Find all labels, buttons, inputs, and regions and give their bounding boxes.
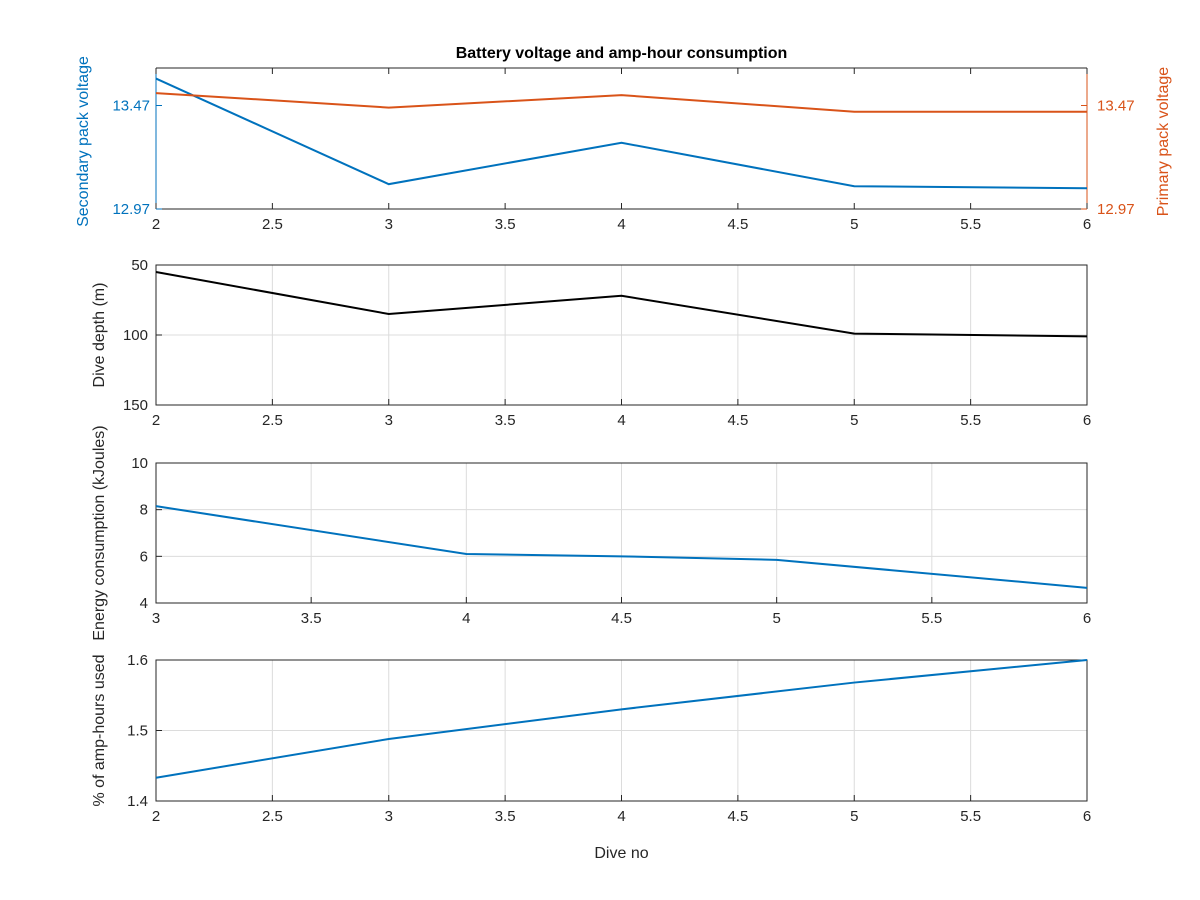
- subplot-2: 2 2.5 3 3.5 4 4.5 5 5.5 6 50 100 150 Dive depth (m): [91, 257, 1091, 429]
- x-tick-label: 3.5: [495, 412, 516, 429]
- x-tick-label: 5: [850, 808, 858, 825]
- subplot-3: 3 3.5 4 4.5 5 5.5 6 4 6 8 10 Energy consumption (kJ…: [91, 425, 1091, 640]
- y-axis-label: % of amp-hours used: [91, 654, 108, 806]
- x-tick-label: 4: [462, 610, 470, 627]
- y-tick-label: 1.5: [127, 723, 148, 740]
- x-tick-label: 3: [385, 216, 393, 233]
- x-tick-label: 5: [772, 610, 780, 627]
- x-tick-label: 6: [1083, 412, 1091, 429]
- left-y-tick-label: 12.97: [112, 201, 150, 218]
- chart-title: Battery voltage and amp-hour consumption: [456, 45, 788, 62]
- right-y-tick-label: 13.47: [1097, 97, 1135, 114]
- x-tick-label: 5.5: [960, 216, 981, 233]
- y-tick-label: 100: [123, 327, 148, 344]
- x-tick-label: 4.5: [611, 610, 632, 627]
- x-tick-label: 4.5: [727, 808, 748, 825]
- y-tick-label: 50: [131, 257, 148, 274]
- x-tick-label: 2.5: [262, 808, 283, 825]
- x-tick-label: 3: [152, 610, 160, 627]
- x-tick-label: 3: [385, 808, 393, 825]
- x-tick-label: 3.5: [301, 610, 322, 627]
- y-tick-label: 150: [123, 397, 148, 414]
- x-tick-label: 4.5: [727, 412, 748, 429]
- x-tick-label: 4.5: [727, 216, 748, 233]
- x-tick-label: 4: [617, 216, 625, 233]
- y-tick-label: 1.4: [127, 793, 148, 810]
- y-tick-label: 6: [140, 548, 148, 565]
- x-tick-label: 3.5: [495, 216, 516, 233]
- x-tick-label: 5.5: [960, 412, 981, 429]
- x-tick-label: 2.5: [262, 412, 283, 429]
- x-tick-label: 4: [617, 412, 625, 429]
- x-tick-label: 2: [152, 808, 160, 825]
- y-tick-label: 8: [140, 502, 148, 519]
- x-tick-label: 2: [152, 216, 160, 233]
- right-y-tick-label: 12.97: [1097, 201, 1135, 218]
- x-tick-label: 5.5: [960, 808, 981, 825]
- left-y-tick-label: 13.47: [112, 97, 150, 114]
- left-y-axis-label: Secondary pack voltage: [75, 56, 92, 227]
- x-tick-label: 2: [152, 412, 160, 429]
- y-tick-label: 1.6: [127, 652, 148, 669]
- y-tick-label: 10: [131, 455, 148, 472]
- x-tick-label: 3.5: [495, 808, 516, 825]
- x-tick-label: 5.5: [921, 610, 942, 627]
- x-tick-label: 6: [1083, 216, 1091, 233]
- x-axis-label: Dive no: [594, 845, 648, 862]
- subplot-4: 2 2.5 3 3.5 4 4.5 5 5.5 6 1.4 1.5 1.6 % of amp-hours…: [91, 652, 1091, 862]
- x-tick-label: 6: [1083, 610, 1091, 627]
- y-tick-label: 4: [140, 595, 148, 612]
- x-tick-label: 6: [1083, 808, 1091, 825]
- x-tick-label: 5: [850, 216, 858, 233]
- y-axis-label: Energy consumption (kJoules): [91, 425, 108, 640]
- y-axis-label: Dive depth (m): [91, 283, 108, 388]
- x-tick-label: 3: [385, 412, 393, 429]
- x-tick-label: 2.5: [262, 216, 283, 233]
- subplot-1: 2 2.5 3 3.5 4 4.5 5 5.5 6 12.97 13.47 12.97 13.47 Sec…: [75, 45, 1172, 233]
- x-tick-label: 5: [850, 412, 858, 429]
- right-y-axis-label: Primary pack voltage: [1155, 67, 1172, 216]
- x-tick-label: 4: [617, 808, 625, 825]
